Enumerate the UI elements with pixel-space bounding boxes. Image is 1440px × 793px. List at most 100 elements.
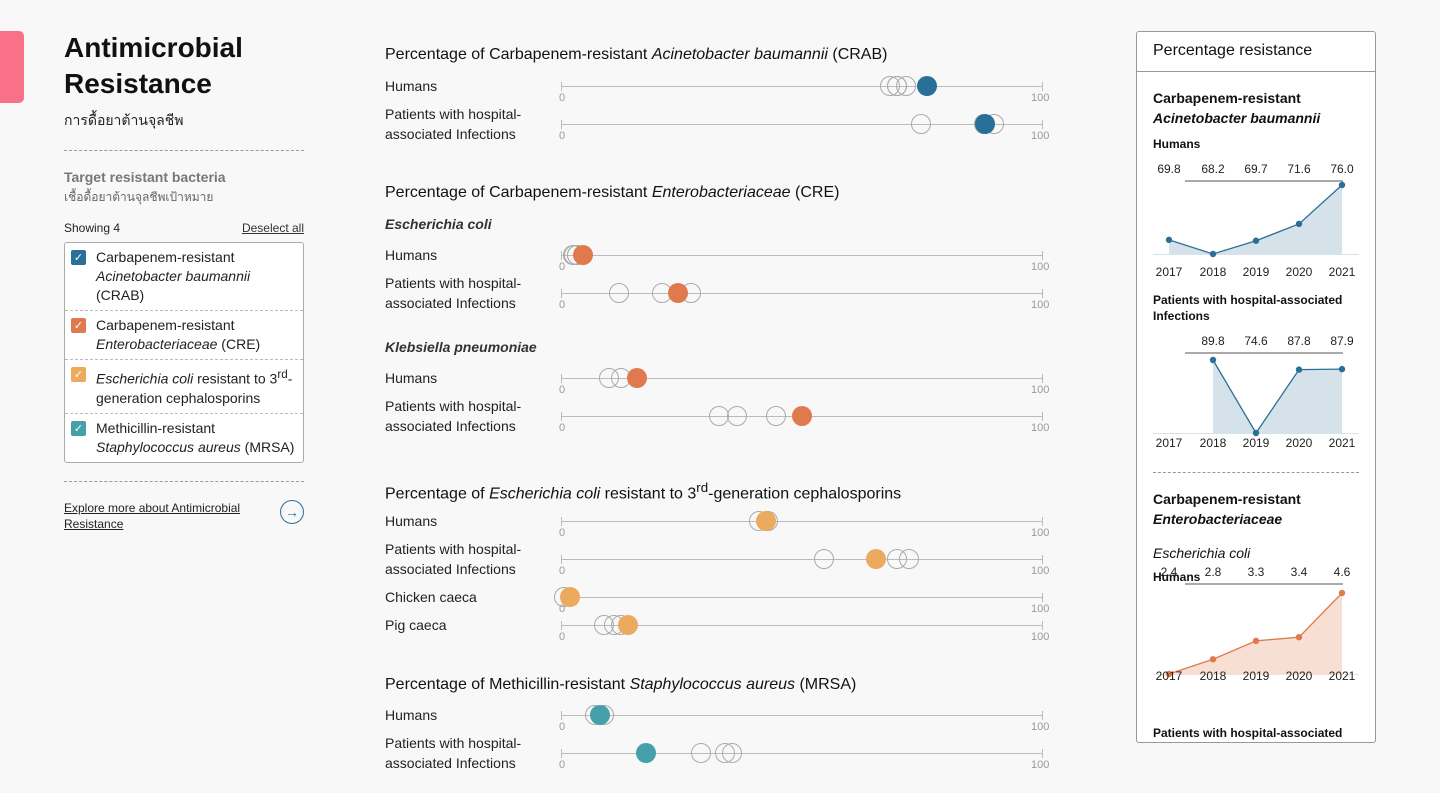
history-dot[interactable] <box>608 283 629 303</box>
data-label: 2.8 <box>1204 565 1222 579</box>
axis-min-label: 0 <box>559 721 566 733</box>
current-value-dot[interactable] <box>559 587 580 607</box>
trend-point <box>1209 656 1217 663</box>
divider <box>64 150 304 151</box>
subgroup-title-kpneumoniae: Klebsiella pneumoniae <box>385 339 537 355</box>
trend-area <box>1213 360 1342 433</box>
trend-point <box>1209 250 1217 258</box>
trend-point <box>1295 633 1303 641</box>
current-value-dot[interactable] <box>618 615 639 635</box>
history-dot[interactable] <box>690 743 711 763</box>
bacteria-item-cre[interactable]: ✓ Carbapenem-resistant Enterobacteriacea… <box>65 311 303 360</box>
bacteria-label: Escherichia coli resistant to 3rd- gener… <box>96 368 293 406</box>
mini-trend-chart[interactable]: 69.8 68.2 69.7 71.6 76.0 2017 2018 2019 2020 2021 <box>1137 162 1375 285</box>
sidebar: Antimicrobial Resistance การดื้อยาต้านจุ… <box>64 30 304 532</box>
axis-max-label: 100 <box>1031 384 1050 396</box>
section-title: Target resistant bacteria <box>64 169 226 185</box>
panel-divider <box>1153 472 1359 473</box>
year-label: 2018 <box>1199 669 1227 683</box>
trend-point <box>1209 356 1217 364</box>
current-value-dot[interactable] <box>866 549 887 569</box>
bacteria-item-mrsa[interactable]: ✓ Methicillin-resistant Staphylococcus a… <box>65 414 303 462</box>
panel-organism-cre: Carbapenem-resistant Enterobacteriaceae <box>1153 491 1301 527</box>
bacteria-item-crab[interactable]: ✓ Carbapenem-resistant Acinetobacter bau… <box>65 243 303 311</box>
year-label: 2017 <box>1155 265 1183 279</box>
data-label: 69.7 <box>1244 162 1268 176</box>
percentage-resistance-panel[interactable]: Percentage resistance Carbapenem-resista… <box>1136 31 1376 743</box>
bacteria-label: Carbapenem-resistant Enterobacteriaceae … <box>96 317 261 352</box>
data-label: 89.8 <box>1201 334 1225 348</box>
mini-chart-svg <box>1153 352 1359 437</box>
axis-min-label: 0 <box>559 130 566 142</box>
axis-max-label: 100 <box>1031 422 1050 434</box>
current-value-dot[interactable] <box>791 406 812 426</box>
axis-min-label: 0 <box>559 631 566 643</box>
accent-tab <box>0 31 24 103</box>
data-label: 3.3 <box>1247 565 1265 579</box>
range-track <box>561 251 1043 260</box>
divider <box>64 480 304 482</box>
row-label: Humans <box>385 247 438 263</box>
bacteria-item-ecoli-3gc[interactable]: ✓ Escherichia coli resistant to 3rd- gen… <box>65 360 303 414</box>
year-label: 2021 <box>1328 265 1356 279</box>
trend-point <box>1338 589 1346 597</box>
current-value-dot[interactable] <box>627 368 648 388</box>
panel-organism-crab: Carbapenem-resistant Acinetobacter bauma… <box>1153 90 1321 126</box>
current-value-dot[interactable] <box>668 283 689 303</box>
checkbox-checked-icon[interactable]: ✓ <box>71 318 86 333</box>
current-value-dot[interactable] <box>917 76 938 96</box>
current-value-dot[interactable] <box>755 511 776 531</box>
trend-point <box>1252 429 1260 437</box>
history-dot[interactable] <box>910 114 931 134</box>
panel-label-hai: Patients with hospital-associated <box>1153 726 1343 740</box>
data-label: 87.8 <box>1287 334 1311 348</box>
axis-min-label: 0 <box>559 92 566 104</box>
data-label: 4.6 <box>1333 565 1351 579</box>
year-label: 2019 <box>1242 436 1270 450</box>
bacteria-label: Methicillin-resistant Staphylococcus aur… <box>96 419 295 455</box>
history-dot[interactable] <box>814 549 835 569</box>
row-label: Patients with hospital-associated Infect… <box>385 398 522 434</box>
group-title-crab: Percentage of Carbapenem-resistant Acine… <box>385 46 888 63</box>
explore-more-link[interactable]: Explore more about Antimicrobial Resista… <box>64 500 241 531</box>
trend-point <box>1338 365 1346 373</box>
section-subtitle: เชื้อดื้อยาต้านจุลชีพเป้าหมาย <box>64 190 214 204</box>
year-label: 2021 <box>1328 436 1356 450</box>
range-track <box>561 749 1043 758</box>
axis-min-label: 0 <box>559 261 566 273</box>
data-label: 74.6 <box>1244 334 1268 348</box>
checkbox-checked-icon[interactable]: ✓ <box>71 420 86 436</box>
trend-area <box>1169 593 1342 674</box>
range-track <box>561 711 1043 720</box>
history-dot[interactable] <box>726 406 747 426</box>
history-dot[interactable] <box>766 406 787 426</box>
history-dot[interactable] <box>722 743 743 763</box>
arrow-right-icon[interactable]: → <box>280 499 304 524</box>
range-track <box>561 120 1043 129</box>
current-value-dot[interactable] <box>974 114 995 134</box>
history-dot[interactable] <box>708 406 729 426</box>
checkbox-checked-icon[interactable]: ✓ <box>71 250 86 265</box>
explore-row: Explore more about Antimicrobial Resista… <box>64 499 304 532</box>
row-label: Patients with hospital-associated Infect… <box>385 735 522 771</box>
trend-point <box>1165 236 1173 244</box>
deselect-all-button[interactable]: Deselect all <box>241 221 304 235</box>
axis-min-label: 0 <box>559 422 566 434</box>
year-label: 2020 <box>1285 265 1313 279</box>
checkbox-checked-icon[interactable]: ✓ <box>71 367 86 382</box>
mini-trend-chart[interactable]: 2.4 2.8 3.3 3.4 4.6 2017 2018 2019 2020 2021 <box>1137 565 1375 689</box>
history-dot[interactable] <box>899 549 919 569</box>
history-dot[interactable] <box>896 76 917 96</box>
axis-max-label: 100 <box>1031 603 1050 615</box>
current-value-dot[interactable] <box>573 245 594 265</box>
current-value-dot[interactable] <box>635 743 656 763</box>
mini-trend-chart[interactable]: 89.8 74.6 87.8 87.9 2017 2018 2019 2020 2021 <box>1137 334 1375 456</box>
panel-header: Percentage resistance <box>1137 32 1375 72</box>
data-label: 76.0 <box>1330 162 1354 176</box>
range-track <box>561 289 1043 298</box>
trend-point <box>1165 670 1173 678</box>
trend-point <box>1338 181 1346 189</box>
group-title-cre: Percentage of Carbapenem-resistant Enter… <box>385 184 840 201</box>
panel-label-humans: Humans <box>1153 570 1201 584</box>
current-value-dot[interactable] <box>590 705 611 725</box>
